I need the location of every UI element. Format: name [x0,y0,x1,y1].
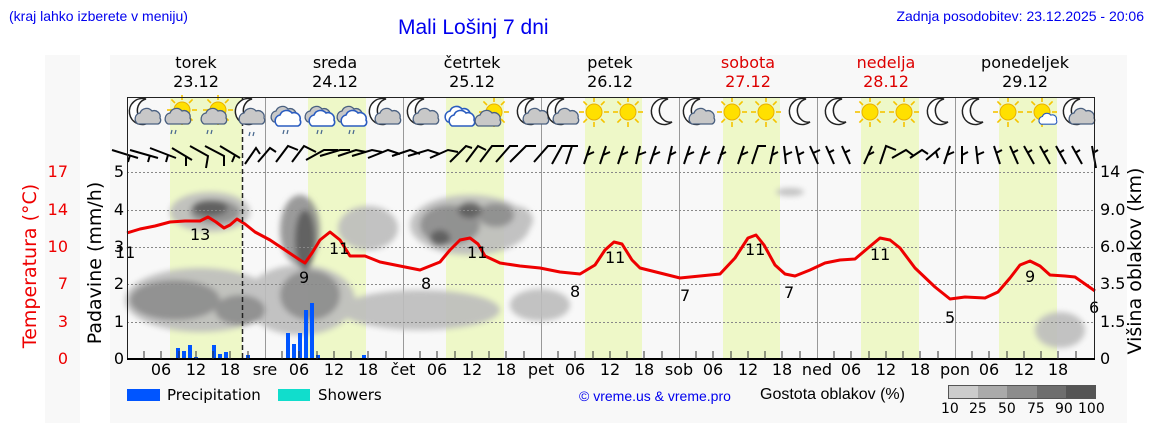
menu-hint-link[interactable]: (kraj lahko izberete v meniju) [9,8,188,24]
precip-tick: 4 [113,200,124,219]
cloud-height-tick: 6.0 [1100,237,1126,256]
day-header-thu: četrtek 25.12 [443,53,501,91]
temp-tick: 17 [47,162,68,181]
x-tick: 12 [1013,360,1035,379]
x-tick: 12 [737,360,759,379]
svg-text:5: 5 [945,308,955,327]
x-tick: 18 [633,360,655,379]
svg-text:8: 8 [421,274,431,293]
x-tick: čet [390,360,416,379]
x-tick: 12 [185,360,207,379]
temp-tick: 14 [47,200,68,219]
temperature-axis-label: Temperatura (°C) [19,183,41,349]
day-header-wed: sreda 24.12 [312,53,358,91]
cloud-height-tick: 9.0 [1100,200,1126,219]
scale-label: 75 [1027,401,1045,417]
precipitation-swatch [127,389,160,401]
x-tick: ned [801,360,833,379]
day-header-sun: nedelja 28.12 [856,53,916,91]
x-tick: 06 [150,360,172,379]
svg-text:7: 7 [784,283,794,302]
cloud-height-tick: 0 [1100,349,1111,368]
x-tick: 12 [461,360,483,379]
svg-text:11: 11 [329,239,349,258]
day-header-tue: torek 23.12 [173,53,219,91]
x-tick: 06 [840,360,862,379]
temperature-line [126,215,1096,301]
cloud-density-label: Gostota oblakov (%) [760,386,905,403]
x-tick: 18 [771,360,793,379]
cloud-height-tick: 1.5 [1100,312,1126,331]
precip-tick: 2 [113,274,124,293]
x-tick: 06 [288,360,310,379]
x-tick: sob [664,360,694,379]
svg-text:11: 11 [467,243,487,262]
x-tick: 18 [495,360,517,379]
x-tick: 18 [909,360,931,379]
scale-label: 25 [969,401,987,417]
showers-legend: Showers [318,386,382,404]
svg-text:13: 13 [190,225,210,244]
copyright-link[interactable]: © vreme.us & vreme.pro [579,388,731,404]
temp-axis-panel [45,55,80,423]
x-tick: 18 [1047,360,1069,379]
svg-text:11: 11 [745,240,765,259]
precip-tick: 0 [113,349,124,368]
cloud-density-scale [948,385,1096,399]
svg-text:9: 9 [299,268,309,287]
cloud-height-tick: 14 [1100,162,1121,181]
svg-text:11: 11 [605,248,625,267]
temp-tick: 0 [57,349,68,368]
scale-label: 50 [998,401,1016,417]
temp-tick: 3 [57,312,68,331]
precip-tick: 1 [113,312,124,331]
precip-tick: 3 [113,237,124,256]
showers-swatch [278,389,310,401]
precipitation-axis-label: Padavine (mm/h) [84,181,106,345]
svg-text:7: 7 [680,286,690,305]
x-tick: 12 [599,360,621,379]
x-tick: 18 [219,360,241,379]
scale-label: 90 [1055,401,1073,417]
scale-label: 100 [1078,401,1105,417]
x-tick: 06 [564,360,586,379]
last-update: Zadnja posodobitev: 23.12.2025 - 20:06 [896,8,1144,24]
temp-tick: 10 [47,237,68,256]
precip-tick: 5 [113,162,124,181]
day-header-mon: ponedeljek 29.12 [981,53,1069,91]
x-tick: 06 [426,360,448,379]
svg-text:8: 8 [570,282,580,301]
x-tick: 18 [357,360,379,379]
x-tick: 12 [875,360,897,379]
svg-text:11: 11 [870,245,890,264]
cloud-height-tick: 3.5 [1100,274,1126,293]
x-tick: 06 [978,360,1000,379]
day-header-sat: sobota 27.12 [720,53,776,91]
x-tick: 06 [702,360,724,379]
temperature-labels: 11 13 9 11 8 11 8 11 7 11 7 11 5 9 6 [115,225,1099,327]
x-tick: 12 [323,360,345,379]
svg-text:11: 11 [115,243,135,262]
precipitation-bars [176,303,366,359]
x-tick: sre [252,360,278,379]
x-tick: pet [527,360,555,379]
scale-label: 10 [941,401,959,417]
x-tick: pon [939,360,971,379]
wind-barbs [111,144,1099,169]
page-title: Mali Lošinj 7 dni [398,16,549,39]
cloud-height-axis-label: Višina oblakov (km) [1124,167,1146,355]
svg-text:9: 9 [1025,267,1035,286]
day-header-fri: petek 26.12 [587,53,633,91]
temp-tick: 7 [57,274,68,293]
precipitation-legend: Precipitation [167,386,261,404]
